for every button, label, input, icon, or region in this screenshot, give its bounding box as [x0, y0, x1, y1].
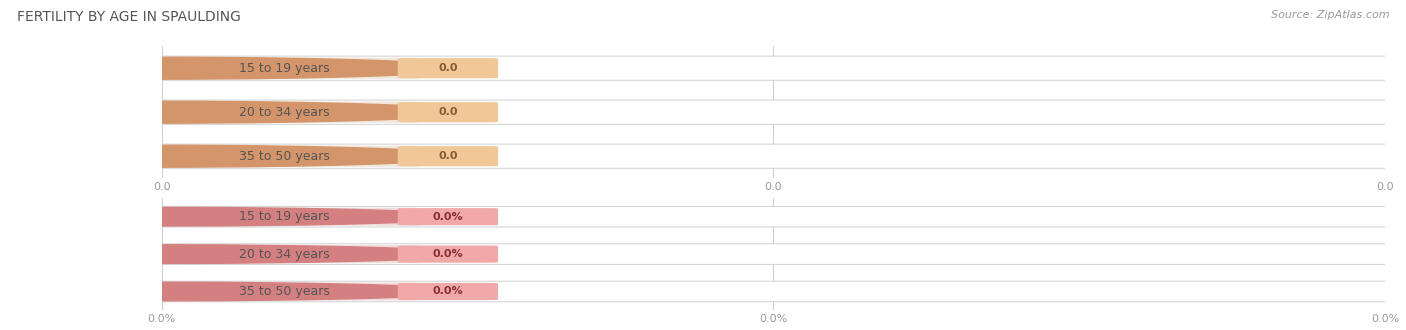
Text: FERTILITY BY AGE IN SPAULDING: FERTILITY BY AGE IN SPAULDING — [17, 10, 240, 24]
Circle shape — [0, 145, 465, 167]
FancyBboxPatch shape — [398, 146, 498, 166]
Text: 20 to 34 years: 20 to 34 years — [239, 106, 330, 119]
FancyBboxPatch shape — [150, 57, 419, 79]
FancyBboxPatch shape — [398, 246, 498, 263]
Text: 35 to 50 years: 35 to 50 years — [239, 150, 330, 163]
Circle shape — [0, 207, 465, 226]
FancyBboxPatch shape — [398, 283, 498, 300]
Text: Source: ZipAtlas.com: Source: ZipAtlas.com — [1271, 10, 1389, 20]
Text: 0.0: 0.0 — [439, 107, 458, 117]
Text: 0.0%: 0.0% — [433, 249, 463, 259]
FancyBboxPatch shape — [145, 281, 1402, 302]
Circle shape — [0, 57, 465, 79]
Text: 0.0: 0.0 — [439, 151, 458, 161]
Text: 15 to 19 years: 15 to 19 years — [239, 210, 330, 223]
FancyBboxPatch shape — [150, 245, 419, 263]
Circle shape — [0, 282, 465, 301]
FancyBboxPatch shape — [398, 102, 498, 122]
Text: 35 to 50 years: 35 to 50 years — [239, 285, 330, 298]
Text: 20 to 34 years: 20 to 34 years — [239, 248, 330, 261]
FancyBboxPatch shape — [150, 102, 419, 123]
FancyBboxPatch shape — [150, 208, 419, 226]
FancyBboxPatch shape — [145, 244, 1402, 264]
FancyBboxPatch shape — [398, 58, 498, 78]
Text: 0.0%: 0.0% — [433, 212, 463, 222]
FancyBboxPatch shape — [145, 207, 1402, 227]
FancyBboxPatch shape — [145, 56, 1402, 80]
Text: 0.0: 0.0 — [439, 63, 458, 73]
FancyBboxPatch shape — [145, 100, 1402, 124]
FancyBboxPatch shape — [150, 146, 419, 167]
Text: 0.0%: 0.0% — [433, 286, 463, 296]
FancyBboxPatch shape — [150, 282, 419, 301]
Circle shape — [0, 101, 465, 123]
Text: 15 to 19 years: 15 to 19 years — [239, 62, 330, 75]
FancyBboxPatch shape — [398, 208, 498, 225]
Circle shape — [0, 245, 465, 263]
FancyBboxPatch shape — [145, 144, 1402, 168]
